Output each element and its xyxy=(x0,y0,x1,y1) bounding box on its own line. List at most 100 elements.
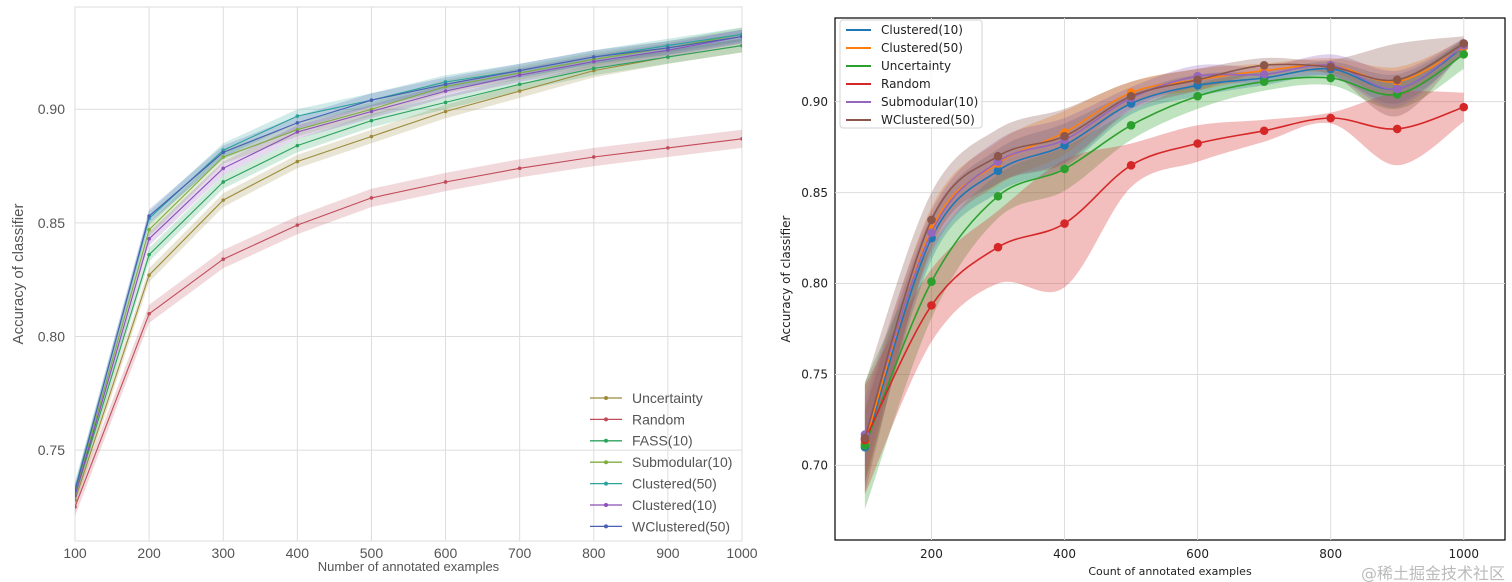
data-point xyxy=(369,134,374,139)
legend-label: Uncertainty xyxy=(881,59,951,73)
data-point xyxy=(147,227,151,232)
data-point xyxy=(666,146,670,150)
data-point xyxy=(993,191,1003,201)
data-point xyxy=(1392,75,1402,85)
y-tick-label: 0.80 xyxy=(38,328,65,344)
x-tick-label: 100 xyxy=(63,545,87,561)
data-point xyxy=(1126,121,1136,130)
data-point xyxy=(369,109,374,114)
data-point xyxy=(927,301,936,310)
data-point xyxy=(1193,75,1202,85)
y-axis-label: Accuracy of classifier xyxy=(779,215,793,342)
legend-label: Clustered(10) xyxy=(881,23,963,37)
y-tick-label: 0.80 xyxy=(801,277,828,291)
confidence-band xyxy=(864,39,1464,484)
x-tick-label: 300 xyxy=(212,545,236,561)
legend-label: Clustered(50) xyxy=(881,41,963,55)
data-point xyxy=(443,109,448,114)
y-tick-label: 0.70 xyxy=(801,459,828,473)
data-point xyxy=(1392,84,1402,94)
legend-marker xyxy=(604,460,608,465)
y-tick-label: 0.90 xyxy=(801,95,828,109)
series-group xyxy=(860,36,1469,510)
data-point xyxy=(927,215,936,225)
data-point xyxy=(221,150,226,155)
data-point xyxy=(295,121,300,125)
x-tick-label: 600 xyxy=(1186,547,1209,561)
legend: Clustered(10) Clustered(50) Uncertainty Ran… xyxy=(839,19,983,129)
series-line xyxy=(75,35,742,496)
data-point xyxy=(443,89,448,93)
series-line xyxy=(864,53,1465,446)
data-point xyxy=(517,68,522,73)
data-point xyxy=(1459,102,1469,112)
legend-label: FASS(10) xyxy=(632,433,693,449)
data-point xyxy=(147,214,151,218)
data-point xyxy=(1259,60,1269,70)
data-point xyxy=(517,166,522,171)
confidence-band xyxy=(864,38,1464,471)
confidence-band xyxy=(864,36,1464,493)
legend-label: Clustered(50) xyxy=(632,476,717,492)
x-tick-label: 400 xyxy=(286,545,310,561)
data-point xyxy=(75,498,77,502)
data-point xyxy=(443,180,448,184)
data-point xyxy=(1459,50,1469,59)
data-point xyxy=(221,155,226,159)
series-line xyxy=(864,106,1464,441)
data-point xyxy=(517,89,522,93)
data-point xyxy=(443,82,448,87)
data-point xyxy=(1126,91,1136,101)
x-tick-label: 400 xyxy=(1053,547,1076,561)
legend-label: WClustered(50) xyxy=(632,518,730,534)
data-point xyxy=(993,151,1003,161)
data-point xyxy=(591,66,596,71)
legend-marker xyxy=(604,396,608,400)
confidence-band xyxy=(864,39,1464,481)
data-point xyxy=(927,277,936,287)
data-point xyxy=(75,493,77,498)
y-axis-label: Accuracy of classifier xyxy=(10,204,27,345)
data-point xyxy=(740,136,742,141)
data-point xyxy=(1259,126,1269,136)
series-line xyxy=(75,138,742,508)
y-tick-label: 0.90 xyxy=(38,101,65,117)
data-point xyxy=(221,180,226,184)
series-group xyxy=(75,27,742,516)
legend-label: Random xyxy=(881,77,931,91)
x-tick-label: 200 xyxy=(137,545,161,561)
data-point xyxy=(295,223,300,227)
data-point xyxy=(369,98,374,102)
plot-area xyxy=(74,6,743,542)
series-line xyxy=(75,45,742,501)
data-point xyxy=(147,236,151,241)
series-line xyxy=(75,33,742,494)
legend-marker xyxy=(604,417,608,422)
data-point xyxy=(517,73,522,77)
x-tick-label: 700 xyxy=(508,545,532,561)
right-chart: 200 400 600 800 1000 0.70 0.75 0.80 0.85 0.90 Coun… xyxy=(779,17,1506,578)
y-tick-label: 0.75 xyxy=(801,368,828,382)
watermark: @稀土掘金技术社区 xyxy=(1361,564,1505,582)
data-point xyxy=(1326,113,1335,123)
data-point xyxy=(666,55,670,59)
data-point xyxy=(147,252,151,257)
x-tick-label: 500 xyxy=(360,545,384,561)
data-point xyxy=(1126,161,1136,170)
series-line xyxy=(75,45,742,496)
legend: Uncertainty Random FASS(10) Submodular(10) C… xyxy=(590,390,732,534)
data-point xyxy=(221,257,226,262)
data-point xyxy=(666,46,670,50)
x-axis-label: Count of annotated examples xyxy=(1088,565,1252,578)
data-point xyxy=(1193,139,1202,148)
confidence-band xyxy=(75,27,742,501)
data-point xyxy=(147,311,151,316)
data-point xyxy=(221,198,226,202)
legend-label: Clustered(10) xyxy=(632,497,717,513)
data-point xyxy=(993,242,1003,252)
x-tick-label: 800 xyxy=(582,545,606,561)
legend-label: Submodular(10) xyxy=(632,454,732,470)
data-point xyxy=(221,166,226,171)
x-tick-label: 200 xyxy=(920,547,943,561)
